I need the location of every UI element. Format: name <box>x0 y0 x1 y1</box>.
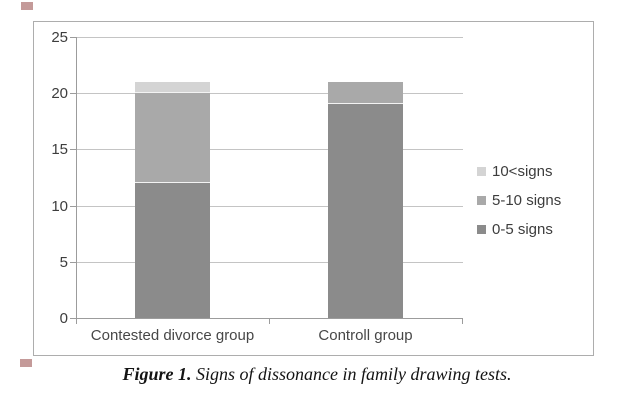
gridline <box>76 93 463 95</box>
y-tick <box>70 93 76 95</box>
bar-segment-10-signs <box>135 81 210 94</box>
y-tick <box>70 318 76 319</box>
bar-segment-0-5-signs <box>328 104 403 318</box>
category-tick <box>269 318 270 324</box>
y-tick-label: 20 <box>51 85 68 103</box>
bar-segment-5-10-signs <box>328 81 403 105</box>
gridline <box>76 205 463 207</box>
figure-caption-text: Signs of dissonance in family drawing te… <box>191 364 512 384</box>
y-tick-label: 0 <box>59 310 68 327</box>
red-artifact-mark-bottom <box>20 359 32 367</box>
legend-item: 5-10 signs <box>477 192 561 209</box>
y-tick <box>70 205 76 207</box>
legend-label: 5-10 signs <box>492 192 562 209</box>
y-tick <box>70 261 76 263</box>
category-tick <box>76 318 77 324</box>
bar-segment-0-5-signs <box>135 183 210 318</box>
y-tick <box>70 37 76 38</box>
figure-caption-label: Figure 1. <box>122 364 192 384</box>
red-artifact-mark-top <box>21 2 33 10</box>
legend-item: 0-5 signs <box>477 221 561 238</box>
legend-swatch-icon <box>477 196 486 205</box>
legend-item: 10<signs <box>477 163 561 180</box>
gridline <box>76 37 463 38</box>
x-category-label: Controll group <box>318 327 413 344</box>
legend-swatch-icon <box>477 167 486 176</box>
y-axis-line <box>76 37 77 318</box>
legend-swatch-icon <box>477 225 486 234</box>
legend-label: 10<signs <box>492 163 553 180</box>
bar-segment-5-10-signs <box>135 93 210 184</box>
legend: 10<signs 5-10 signs 0-5 signs <box>477 163 561 250</box>
x-category-label: Contested divorce group <box>90 327 255 344</box>
chart-frame <box>33 21 594 356</box>
y-tick-label: 10 <box>51 197 68 215</box>
gridline <box>76 149 463 151</box>
gridline <box>76 261 463 263</box>
figure-caption: Figure 1. Signs of dissonance in family … <box>0 362 634 386</box>
category-tick <box>462 318 463 324</box>
y-tick <box>70 149 76 151</box>
legend-label: 0-5 signs <box>492 221 553 238</box>
y-tick-label: 15 <box>51 141 68 159</box>
y-tick-label: 5 <box>59 253 68 271</box>
y-tick-label: 25 <box>51 29 68 46</box>
